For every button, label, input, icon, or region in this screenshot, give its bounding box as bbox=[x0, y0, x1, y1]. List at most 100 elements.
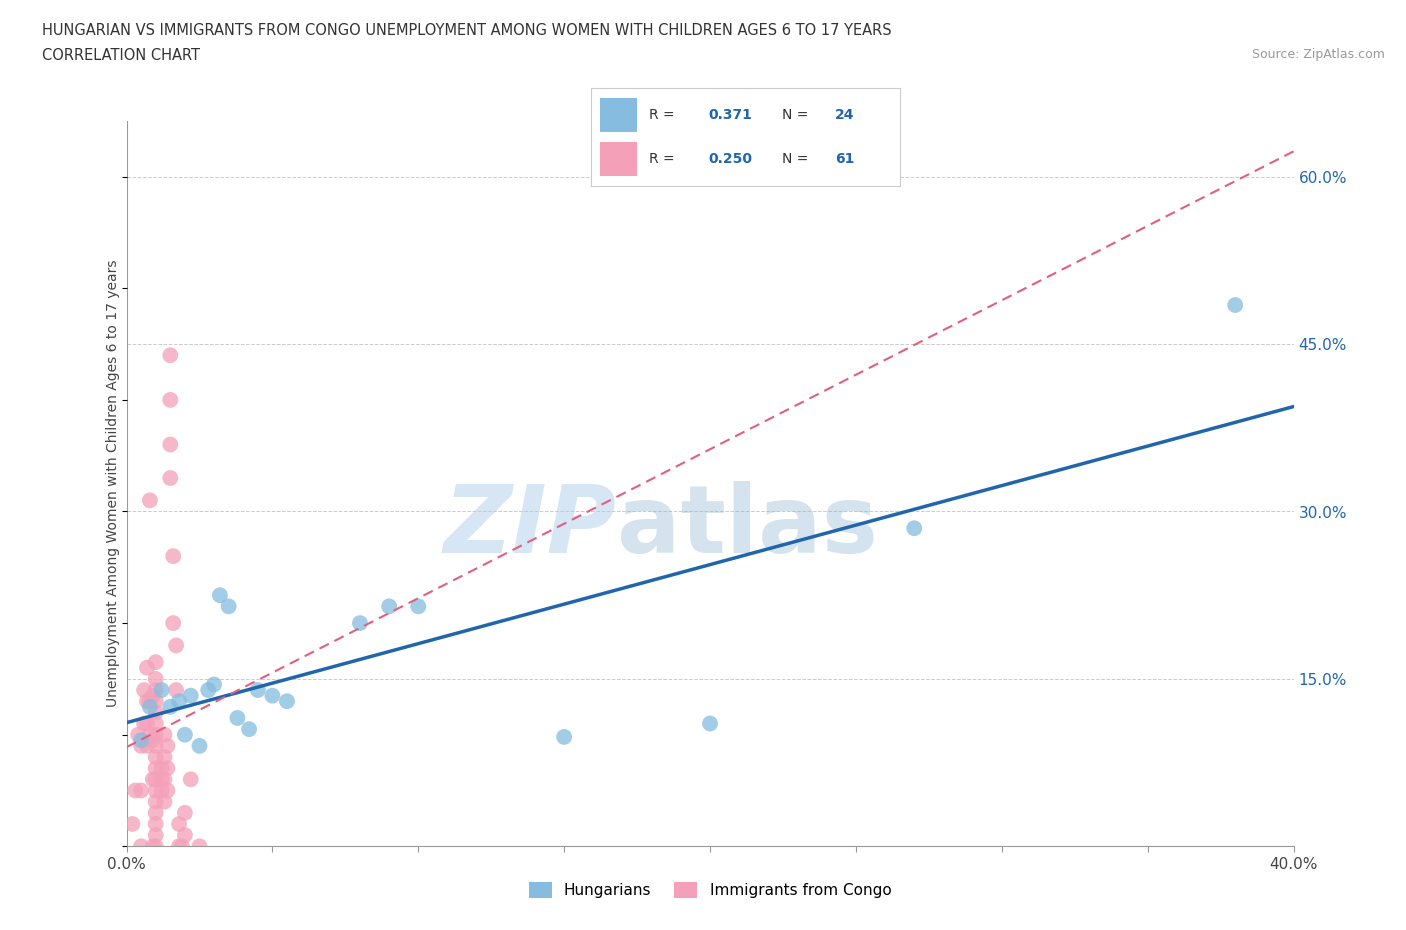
Point bbox=[174, 828, 197, 843]
Point bbox=[145, 694, 167, 709]
Point bbox=[145, 716, 167, 731]
Point bbox=[174, 727, 197, 742]
Point bbox=[167, 839, 190, 854]
Point bbox=[136, 694, 159, 709]
FancyBboxPatch shape bbox=[600, 99, 637, 132]
Text: R =: R = bbox=[650, 153, 679, 166]
Point bbox=[139, 493, 162, 508]
Point bbox=[202, 677, 225, 692]
Point bbox=[167, 694, 190, 709]
Point bbox=[145, 761, 167, 776]
Point bbox=[226, 711, 249, 725]
Point bbox=[145, 683, 167, 698]
Point bbox=[145, 817, 167, 831]
Point bbox=[145, 655, 167, 670]
Point bbox=[136, 738, 159, 753]
Point bbox=[162, 616, 184, 631]
Point bbox=[139, 699, 162, 714]
Point bbox=[150, 772, 173, 787]
Point bbox=[159, 471, 181, 485]
Point bbox=[208, 588, 231, 603]
Point bbox=[121, 817, 143, 831]
Point bbox=[553, 729, 575, 744]
Point bbox=[145, 772, 167, 787]
Point bbox=[142, 688, 165, 703]
Y-axis label: Unemployment Among Women with Children Ages 6 to 17 years: Unemployment Among Women with Children A… bbox=[107, 259, 121, 708]
Point bbox=[150, 683, 173, 698]
Text: 0.250: 0.250 bbox=[709, 153, 752, 166]
FancyBboxPatch shape bbox=[600, 142, 637, 177]
Text: CORRELATION CHART: CORRELATION CHART bbox=[42, 48, 200, 63]
Point bbox=[145, 794, 167, 809]
Point bbox=[153, 750, 176, 764]
Point bbox=[139, 727, 162, 742]
Point bbox=[156, 783, 179, 798]
Point bbox=[132, 683, 155, 698]
Point bbox=[159, 348, 181, 363]
Point bbox=[129, 783, 152, 798]
Point bbox=[1223, 298, 1246, 312]
Point bbox=[159, 392, 181, 407]
Point bbox=[238, 722, 260, 737]
Point bbox=[129, 738, 152, 753]
Point bbox=[903, 521, 925, 536]
Point bbox=[150, 783, 173, 798]
Point bbox=[165, 683, 187, 698]
Point bbox=[197, 683, 219, 698]
Text: Source: ZipAtlas.com: Source: ZipAtlas.com bbox=[1251, 48, 1385, 61]
Point bbox=[150, 761, 173, 776]
Point bbox=[170, 839, 193, 854]
Text: HUNGARIAN VS IMMIGRANTS FROM CONGO UNEMPLOYMENT AMONG WOMEN WITH CHILDREN AGES 6: HUNGARIAN VS IMMIGRANTS FROM CONGO UNEMP… bbox=[42, 23, 891, 38]
Point bbox=[174, 805, 197, 820]
Point bbox=[699, 716, 721, 731]
Point bbox=[153, 727, 176, 742]
Point bbox=[129, 733, 152, 748]
Point bbox=[156, 761, 179, 776]
Text: 0.371: 0.371 bbox=[709, 108, 752, 122]
Point bbox=[142, 839, 165, 854]
Text: R =: R = bbox=[650, 108, 679, 122]
Point bbox=[180, 688, 202, 703]
Point bbox=[124, 783, 146, 798]
Point bbox=[276, 694, 298, 709]
Point bbox=[145, 839, 167, 854]
Point bbox=[188, 839, 211, 854]
Point bbox=[136, 716, 159, 731]
Point bbox=[142, 772, 165, 787]
Point bbox=[145, 828, 167, 843]
Text: N =: N = bbox=[782, 108, 813, 122]
Point bbox=[136, 660, 159, 675]
Point bbox=[145, 705, 167, 720]
Point bbox=[188, 738, 211, 753]
Point bbox=[145, 783, 167, 798]
Point bbox=[129, 839, 152, 854]
Point bbox=[378, 599, 401, 614]
Point bbox=[408, 599, 430, 614]
Point bbox=[132, 716, 155, 731]
Text: N =: N = bbox=[782, 153, 813, 166]
Point bbox=[145, 671, 167, 686]
Point bbox=[159, 437, 181, 452]
Text: atlas: atlas bbox=[617, 481, 877, 573]
Point bbox=[156, 738, 179, 753]
Point bbox=[142, 733, 165, 748]
Point bbox=[349, 616, 371, 631]
Point bbox=[145, 750, 167, 764]
Text: 61: 61 bbox=[835, 153, 855, 166]
Legend: Hungarians, Immigrants from Congo: Hungarians, Immigrants from Congo bbox=[523, 876, 897, 904]
Text: ZIP: ZIP bbox=[444, 481, 617, 573]
Point bbox=[153, 794, 176, 809]
Point bbox=[159, 699, 181, 714]
Point bbox=[153, 772, 176, 787]
Point bbox=[180, 772, 202, 787]
Point bbox=[246, 683, 269, 698]
Point bbox=[139, 694, 162, 709]
Point bbox=[165, 638, 187, 653]
Point bbox=[262, 688, 284, 703]
Point bbox=[162, 549, 184, 564]
Point bbox=[145, 738, 167, 753]
Text: 24: 24 bbox=[835, 108, 855, 122]
Point bbox=[167, 817, 190, 831]
Point bbox=[145, 805, 167, 820]
Point bbox=[127, 727, 149, 742]
